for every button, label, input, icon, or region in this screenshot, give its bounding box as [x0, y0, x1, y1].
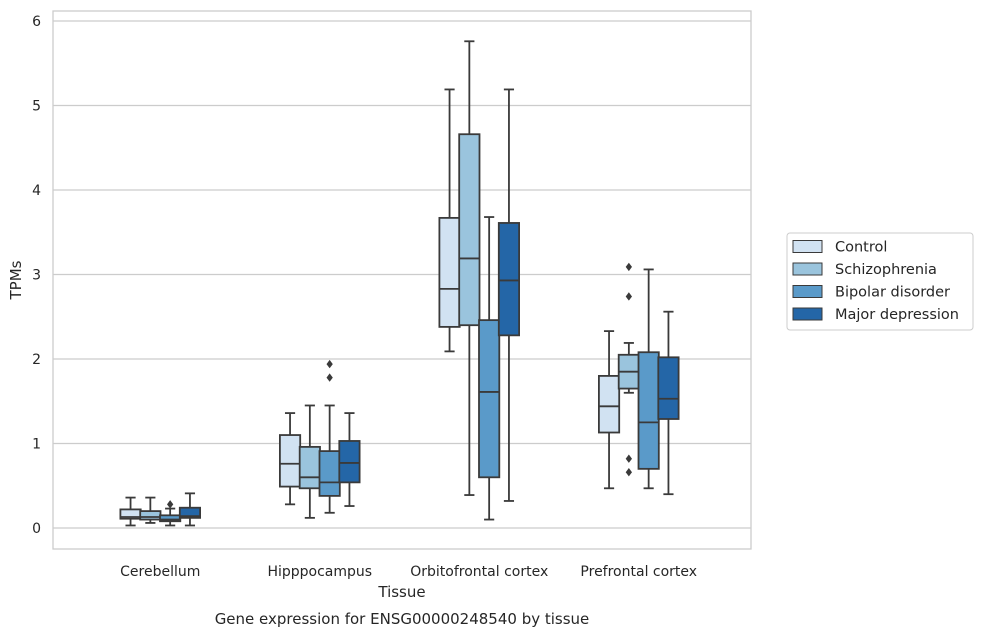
legend-label: Bipolar disorder: [835, 285, 950, 301]
iqr-box: [478, 319, 501, 479]
legend-item: Bipolar disorder: [792, 285, 950, 301]
box-schizophrenia: [298, 404, 321, 519]
outlier-point: [625, 454, 632, 463]
box-major-depression: [497, 88, 520, 502]
box-control: [119, 496, 142, 527]
y-tick-label: 5: [32, 99, 41, 115]
x-axis-ticks: Cerebellum Hipppocampus Orbitofrontal cort…: [120, 564, 697, 580]
outlier-point: [326, 359, 333, 369]
box-control: [598, 330, 621, 490]
iqr-box: [139, 510, 162, 521]
chart-caption: Gene expression for ENSG00000248540 by t…: [215, 610, 590, 628]
y-tick-label: 1: [32, 437, 41, 453]
iqr-box: [278, 434, 302, 488]
y-tick-label: 4: [32, 183, 41, 199]
legend-swatch: [792, 307, 823, 321]
y-tick-label: 6: [32, 14, 41, 30]
box-bipolar-disorder: [318, 359, 341, 514]
iqr-box: [298, 445, 321, 490]
box-bipolar-disorder: [478, 216, 501, 521]
y-axis-ticks: 0 1 2 3 4 5 6: [32, 14, 41, 537]
outlier-point: [625, 468, 632, 477]
iqr-box: [438, 216, 461, 328]
box-bipolar-disorder: [159, 500, 182, 527]
legend-label: Major depression: [835, 307, 959, 323]
box-schizophrenia: [139, 496, 162, 524]
box-control: [278, 412, 302, 506]
iqr-box: [598, 374, 621, 434]
box-schizophrenia: [617, 262, 640, 477]
iqr-box: [338, 440, 361, 484]
outlier-point: [326, 373, 333, 382]
y-tick-label: 0: [32, 521, 41, 537]
y-tick-label: 3: [32, 268, 41, 284]
legend-swatch: [792, 262, 823, 276]
y-tick-label: 2: [32, 352, 41, 368]
plot-area-frame: [52, 10, 752, 550]
legend-item: Schizophrenia: [792, 262, 937, 278]
box-schizophrenia: [458, 40, 481, 496]
legend-label: Control: [835, 240, 887, 256]
legend-swatch: [792, 285, 823, 298]
x-tick-label: Prefrontal cortex: [580, 564, 697, 580]
legend-item: Control: [792, 240, 887, 256]
iqr-box: [318, 450, 341, 497]
x-tick-label: Hipppocampus: [267, 564, 372, 580]
iqr-box: [637, 351, 660, 470]
x-axis-label: Tissue: [377, 583, 425, 601]
legend-frame: [786, 232, 974, 331]
legend: Control Schizophrenia Bipolar disorder Majo…: [786, 232, 974, 331]
iqr-box: [657, 356, 680, 420]
box-control: [438, 88, 461, 353]
legend-label: Schizophrenia: [835, 262, 937, 278]
outlier-point: [625, 292, 632, 301]
legend-swatch: [792, 240, 823, 253]
box-major-depression: [178, 492, 202, 527]
iqr-box: [497, 222, 520, 337]
box-series: [119, 40, 680, 527]
box-major-depression: [657, 310, 680, 496]
grid-lines: [53, 20, 751, 529]
x-tick-label: Cerebellum: [120, 564, 200, 580]
iqr-box: [178, 506, 202, 519]
box-major-depression: [338, 412, 361, 507]
x-tick-label: Orbitofrontal cortex: [410, 564, 548, 580]
outlier-point: [625, 262, 632, 272]
legend-item: Major depression: [792, 307, 959, 323]
box-bipolar-disorder: [637, 268, 660, 490]
iqr-box: [458, 133, 481, 327]
y-axis-label: TPMs: [7, 260, 25, 300]
outlier-point: [167, 500, 174, 509]
